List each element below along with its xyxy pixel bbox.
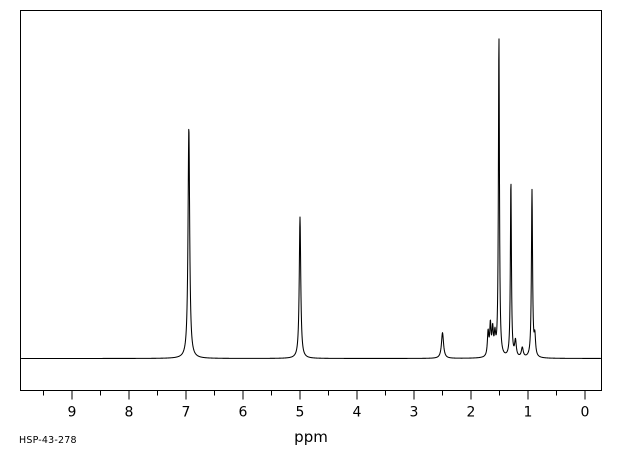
spectrum-trace — [20, 38, 602, 360]
x-axis-tick-label: 9 — [68, 405, 77, 421]
x-axis-tick-label: 0 — [581, 405, 590, 421]
sample-id-label: HSP-43-278 — [19, 435, 77, 446]
x-axis-tick-label: 6 — [239, 405, 248, 421]
x-axis-tick-label: 8 — [125, 405, 134, 421]
x-axis-title: ppm — [294, 428, 328, 446]
x-axis-tick-label: 3 — [410, 405, 419, 421]
x-axis-tick-label: 1 — [524, 405, 533, 421]
x-axis-tick-label: 4 — [353, 405, 362, 421]
x-axis-tick-label: 2 — [467, 405, 476, 421]
x-axis-tick-label: 5 — [296, 405, 305, 421]
x-axis-minor-ticks — [42, 390, 558, 396]
x-axis-tick-label: 7 — [182, 405, 191, 421]
x-axis-tick-labels: 9 8 7 6 5 4 3 2 1 0 — [68, 405, 590, 421]
plot-frame — [19, 9, 603, 392]
x-axis-major-ticks — [71, 390, 586, 400]
